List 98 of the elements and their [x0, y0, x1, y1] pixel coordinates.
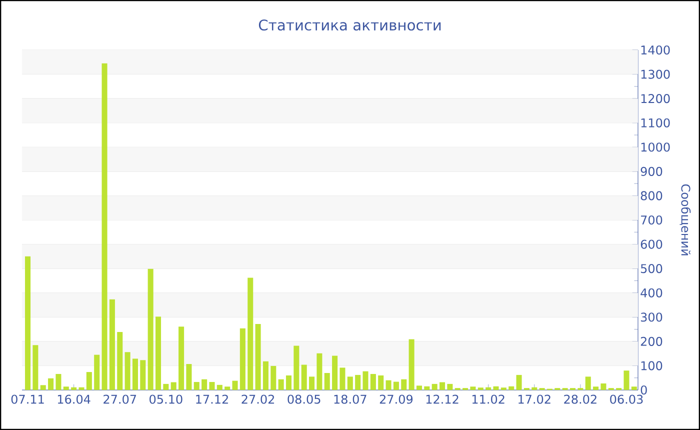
x-tick-label: 18.07 [334, 394, 366, 404]
chart-title: Статистика активности [258, 19, 441, 31]
y-tick-label: 1400 [641, 45, 670, 55]
bar [340, 368, 346, 390]
bar [386, 380, 392, 390]
bar [186, 364, 192, 390]
y-tick-label: 400 [640, 288, 662, 298]
y-tick-label: 300 [640, 312, 662, 322]
bar [117, 332, 123, 390]
y-tick-label: 1000 [641, 142, 670, 152]
bar [278, 379, 284, 390]
bar [624, 370, 630, 390]
bar [447, 384, 453, 390]
bar [255, 324, 261, 390]
bar [86, 372, 92, 390]
y-tick-label: 900 [640, 166, 662, 176]
bar [408, 339, 414, 390]
bar [32, 345, 38, 390]
x-tick-label: 17.12 [196, 394, 228, 404]
bar [202, 379, 208, 390]
x-tick-label: 27.07 [104, 394, 136, 404]
x-tick-label: 16.04 [58, 394, 90, 404]
y-axis-title: Сообщений [680, 184, 691, 256]
bar [493, 386, 499, 390]
y-tick-label: 600 [640, 240, 662, 249]
bar [178, 326, 184, 390]
bar [286, 375, 292, 390]
bar [393, 382, 399, 390]
x-tick-label: 05.10 [150, 394, 182, 404]
bar [209, 382, 215, 390]
bar [301, 364, 307, 390]
bar [416, 386, 422, 390]
bar [163, 384, 169, 390]
y-tick-label: 0 [640, 385, 647, 395]
x-tick-label: 07.11 [11, 394, 44, 404]
bar [585, 376, 591, 390]
bar [294, 346, 300, 390]
y-tick-label: 1300 [641, 70, 670, 79]
bar [270, 366, 276, 390]
bar [102, 63, 108, 390]
bar [78, 387, 84, 390]
y-tick-label: 1200 [641, 94, 670, 104]
bar [140, 360, 146, 390]
x-tick-label: 27.02 [242, 394, 274, 404]
bar [71, 387, 77, 390]
bar [224, 386, 230, 390]
x-tick-label: 17.02 [518, 394, 550, 404]
y-tick-label: 500 [640, 264, 662, 274]
bar [63, 386, 69, 390]
bar [355, 374, 361, 390]
bar [248, 278, 254, 390]
bar [486, 387, 492, 390]
bar [424, 386, 430, 390]
bar [132, 358, 138, 390]
bar [240, 328, 246, 390]
bar [194, 382, 200, 390]
y-tick-label: 100 [641, 361, 662, 370]
bar [25, 256, 31, 390]
x-tick-label: 27.09 [380, 394, 413, 404]
bar [316, 353, 322, 390]
bar [56, 374, 62, 390]
bar [470, 386, 476, 390]
bar [508, 386, 514, 390]
bar [347, 376, 353, 390]
bar [124, 352, 130, 390]
bar [631, 386, 637, 390]
bar [216, 384, 222, 390]
bar [170, 382, 176, 390]
bar [593, 386, 599, 390]
bar [378, 375, 384, 390]
bar [109, 299, 115, 390]
bar [309, 376, 315, 390]
bar [532, 387, 538, 390]
x-tick-label: 28.02 [564, 394, 596, 404]
bar [48, 378, 54, 390]
bar [94, 354, 100, 390]
bar [440, 382, 446, 390]
bar [324, 373, 330, 390]
y-tick-label: 1100 [641, 118, 670, 128]
y-tick-label: 700 [641, 215, 662, 225]
x-tick-label: 12.12 [426, 394, 458, 404]
bar [262, 361, 268, 390]
bar [600, 383, 606, 390]
bar [516, 374, 522, 390]
bar [401, 379, 407, 390]
bar [155, 316, 162, 390]
x-tick-label: 06.03 [610, 394, 643, 404]
x-tick-label: 08.05 [288, 394, 320, 404]
y-tick-label: 800 [640, 191, 662, 200]
x-tick-label: 11.02 [472, 394, 504, 404]
bar [432, 384, 438, 390]
bar [40, 385, 46, 390]
bar [370, 374, 376, 390]
y-tick-label: 200 [640, 336, 662, 346]
bar [232, 380, 238, 390]
bar [332, 356, 338, 390]
bar [148, 268, 154, 390]
bar [362, 371, 368, 390]
